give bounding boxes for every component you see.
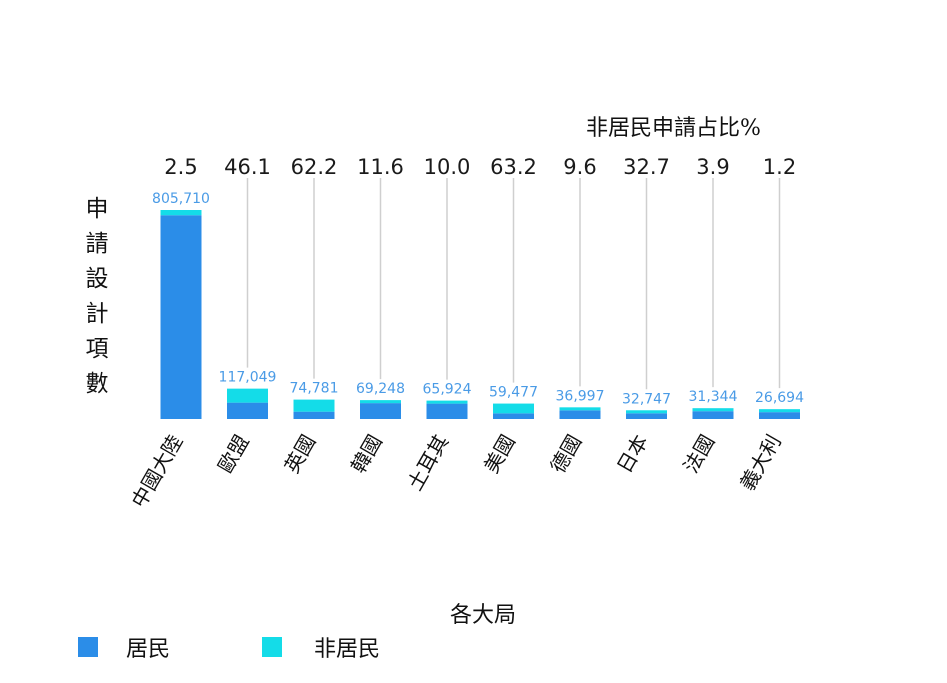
bar-nonresident [427, 401, 468, 404]
bar-nonresident [560, 407, 601, 410]
bar-nonresident [227, 389, 268, 403]
share-label: 46.1 [224, 155, 271, 179]
bar-nonresident [693, 408, 734, 411]
bar-resident [759, 412, 800, 419]
bar-nonresident [360, 400, 401, 403]
share-label: 32.7 [623, 155, 670, 179]
category-label: 德國 [546, 431, 587, 478]
total-label: 805,710 [152, 191, 210, 207]
total-labels: 805,710 117,049 74,781 69,248 65,924 59,477 36… [152, 191, 804, 407]
bar-resident [693, 411, 734, 419]
category-label: 土耳其 [403, 431, 454, 495]
category-label: 法國 [679, 431, 720, 478]
share-label: 9.6 [563, 155, 596, 179]
x-axis-title: 各大局 [450, 597, 516, 629]
bar-resident [626, 413, 667, 419]
total-label: 31,344 [689, 389, 738, 405]
category-label: 中國大陸 [127, 431, 188, 512]
bar-resident [294, 412, 335, 419]
share-label: 11.6 [357, 155, 404, 179]
share-label: 1.2 [763, 155, 796, 179]
legend-item-resident: 居民 [78, 632, 170, 662]
category-label: 日本 [612, 431, 653, 478]
bar-resident [560, 410, 601, 419]
total-label: 36,997 [556, 388, 605, 404]
total-label: 117,049 [219, 370, 277, 386]
category-label: 英國 [280, 431, 321, 478]
category-label: 美國 [479, 431, 520, 478]
bar-resident [493, 413, 534, 419]
bar-resident [360, 403, 401, 419]
bar-resident [227, 403, 268, 419]
total-label: 26,694 [755, 390, 804, 406]
bar-nonresident [294, 400, 335, 412]
share-axis-title: 非居民申請占比% [586, 110, 761, 142]
bar-nonresident [161, 210, 202, 215]
total-label: 74,781 [290, 381, 339, 397]
legend-item-nonresident: 非居民 [262, 632, 380, 662]
total-label: 32,747 [622, 391, 671, 407]
bar-nonresident [759, 409, 800, 412]
category-label: 韓國 [346, 431, 387, 478]
bar-resident [427, 404, 468, 419]
legend-swatch-resident [78, 637, 98, 657]
bar-resident [161, 215, 202, 419]
category-label: 歐盟 [213, 431, 254, 478]
bars [161, 210, 801, 419]
share-label: 2.5 [164, 155, 197, 179]
legend-swatch-nonresident [262, 637, 282, 657]
legend-label-nonresident: 非居民 [314, 631, 380, 663]
y-axis-title: 申請設計項數 [68, 196, 112, 406]
category-label: 義大利 [735, 431, 786, 495]
share-label: 3.9 [696, 155, 729, 179]
total-label: 65,924 [423, 382, 472, 398]
share-label: 63.2 [490, 155, 537, 179]
total-label: 59,477 [489, 385, 538, 401]
share-label: 62.2 [291, 155, 338, 179]
total-label: 69,248 [356, 381, 405, 397]
category-labels: 中國大陸歐盟英國韓國土耳其美國德國日本法國義大利 [127, 431, 786, 512]
share-labels: 2.5 46.1 62.2 11.6 10.0 63.2 9.6 32.7 3.9 1.2 [164, 155, 796, 179]
legend-label-resident: 居民 [126, 631, 170, 663]
share-label: 10.0 [424, 155, 471, 179]
bar-nonresident [626, 410, 667, 413]
bar-nonresident [493, 404, 534, 414]
leader-lines [248, 178, 780, 389]
